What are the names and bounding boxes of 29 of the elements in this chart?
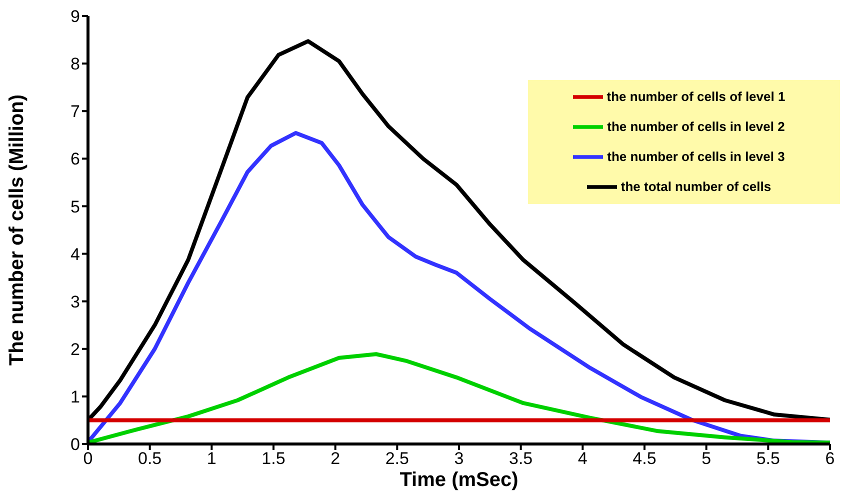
x-tick-label: 3.5	[509, 449, 533, 468]
legend-label: the number of cells of level 1	[606, 88, 786, 104]
x-tick-label: 5	[702, 449, 712, 468]
x-tick-label: 3	[454, 449, 464, 468]
x-axis-title: Time (mSec)	[400, 469, 518, 492]
y-tick-label: 7	[70, 102, 80, 122]
x-tick-label: 6	[825, 449, 835, 468]
x-tick-label: 1.5	[262, 449, 286, 468]
x-tick-label: 5.5	[756, 449, 780, 468]
legend-label: the number of cells in level 2	[607, 118, 785, 134]
x-tick-label: 4.5	[632, 449, 656, 468]
x-tick-label: 2.5	[385, 449, 409, 468]
x-tick-label: 1	[206, 449, 216, 468]
x-tick-label: 0	[83, 449, 93, 468]
y-tick-label: 9	[70, 7, 80, 26]
y-tick-label: 0	[70, 435, 80, 454]
y-tick-label: 2	[70, 340, 80, 359]
y-tick-label: 8	[70, 54, 80, 74]
x-tick-label: 4	[578, 449, 588, 468]
y-tick-label: 4	[70, 244, 80, 264]
y-tick-label: 3	[70, 292, 80, 312]
legend-label: the total number of cells	[620, 178, 772, 194]
x-tick-label: 2	[330, 449, 340, 468]
y-tick-label: 5	[70, 197, 80, 216]
y-tick-label: 6	[70, 150, 80, 169]
y-axis-title: The number of cells (Million)	[6, 94, 28, 366]
x-tick-label: 0.5	[138, 449, 162, 468]
legend-label: the number of cells in level 3	[607, 148, 785, 164]
y-tick-label: 1	[70, 387, 80, 406]
